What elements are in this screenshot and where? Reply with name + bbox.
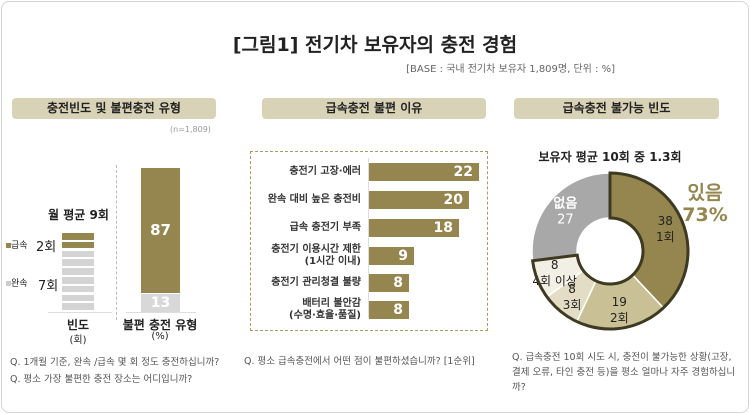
monthly-average: 월 평균 9회 [48, 208, 109, 222]
reason-label-line: (수명·효율·품질) [289, 310, 361, 321]
slow-charge-block [62, 268, 94, 275]
yes-summary: 있음 73% [680, 182, 730, 226]
right-panel-header: 급속충전 불가능 빈도 [514, 98, 719, 119]
reason-label: 충전기 이용시간 제한 (1시간 이내) [249, 244, 361, 268]
slice-label: 8 3회 [563, 282, 582, 312]
reason-label-line: 완속 대비 높은 충전비 [267, 194, 361, 205]
donut-slice [531, 172, 611, 262]
legend-slow-swatch [6, 281, 11, 286]
reasons-box [250, 151, 488, 331]
slow-charge-block [62, 250, 94, 258]
slow-charge-block [62, 259, 94, 266]
reason-label-line: 충전기 고장·에러 [289, 166, 361, 177]
donut-chart: 38 1회 19 2회 8 3회8 4회 이상 없음 27 [530, 171, 690, 331]
reason-bar: 9 [369, 247, 414, 265]
yes-value: 73% [682, 204, 728, 226]
slice-label: 없음 27 [553, 196, 577, 228]
reason-label: 충전기 고장·에러 [249, 166, 361, 178]
legend-fast: 급속 [6, 238, 28, 251]
reason-bar: 22 [369, 163, 479, 181]
legend-slow: 완속 [6, 276, 28, 289]
x-label-frequency-unit: (회) [69, 335, 87, 346]
legend-fast-label: 급속 [11, 241, 28, 251]
reason-label-line: (1시간 이내) [304, 256, 361, 267]
slice-label: 38 1회 [656, 214, 675, 244]
reason-bar: 20 [369, 191, 469, 209]
reason-label: 급속 충전기 부족 [249, 222, 361, 234]
reasons-axis [368, 158, 369, 318]
legend-fast-swatch [6, 243, 11, 248]
left-panel-header: 충전빈도 및 불편충전 유형 [12, 98, 216, 119]
reason-label-line: 급속 충전기 부족 [289, 222, 361, 233]
fast-charge-block [62, 241, 94, 249]
slice-label: 19 2회 [610, 295, 629, 325]
slow-charge-block [62, 303, 94, 310]
yes-label: 있음 [687, 182, 723, 204]
x-label-frequency: 빈도 [66, 318, 90, 332]
slice-label: 8 4회 이상 [532, 258, 577, 288]
question-1: Q. 1개월 기준, 완속 /급속 몇 회 정도 충전하십니까? [10, 357, 220, 368]
fast-charge-block [62, 233, 94, 240]
x-label-type-unit: (%) [151, 331, 169, 342]
legend-slow-label: 완속 [11, 279, 28, 289]
slow-charge-block [62, 277, 94, 284]
question-2: Q. 평소 가장 불편한 충전 장소는 어디입니까? [10, 374, 193, 385]
reason-label: 충전기 관리청결 불량 [249, 277, 361, 289]
base-note: [BASE : 국내 전기차 보유자 1,809명, 단위 : %] [406, 64, 615, 75]
page-title: [그림1] 전기차 보유자의 충전 경험 [232, 34, 518, 56]
slow-charge-block [62, 294, 94, 302]
slow-charge-block [62, 285, 94, 293]
reason-label-line: 배터리 불안감 [302, 298, 361, 309]
reason-label: 완속 대비 높은 충전비 [249, 194, 361, 206]
reason-label-line: 충전기 이용시간 제한 [271, 244, 361, 255]
middle-question: Q. 평소 급속충전에서 어떤 점이 불편하셨습니까? [1순위] [244, 356, 475, 367]
bar-segment: 87 [141, 168, 180, 294]
donut-subtitle: 보유자 평균 10회 중 1.3회 [538, 150, 682, 164]
baseline-1 [48, 312, 112, 313]
sample-size: (n=1,809) [170, 125, 211, 134]
fast-count: 2회 [36, 240, 57, 255]
reason-bar: 8 [369, 301, 409, 319]
bar-segment: 13 [141, 293, 180, 312]
baseline-2 [126, 312, 196, 313]
x-label-type: 불편 충전 유형 [122, 318, 198, 332]
divider [116, 165, 117, 320]
slow-count: 7회 [38, 279, 59, 294]
reason-bar: 18 [369, 219, 459, 237]
reason-label-line: 충전기 관리청결 불량 [271, 277, 361, 288]
reason-bar: 8 [369, 274, 409, 292]
middle-panel-header: 급속충전 불편 이유 [262, 98, 486, 119]
yes-outline [530, 171, 690, 331]
right-question: Q. 급속충전 10회 시도 시, 충전이 불가능한 상황(고장, 결제 오류,… [512, 352, 736, 393]
reason-label: 배터리 불안감 (수명·효율·품질) [249, 298, 361, 322]
